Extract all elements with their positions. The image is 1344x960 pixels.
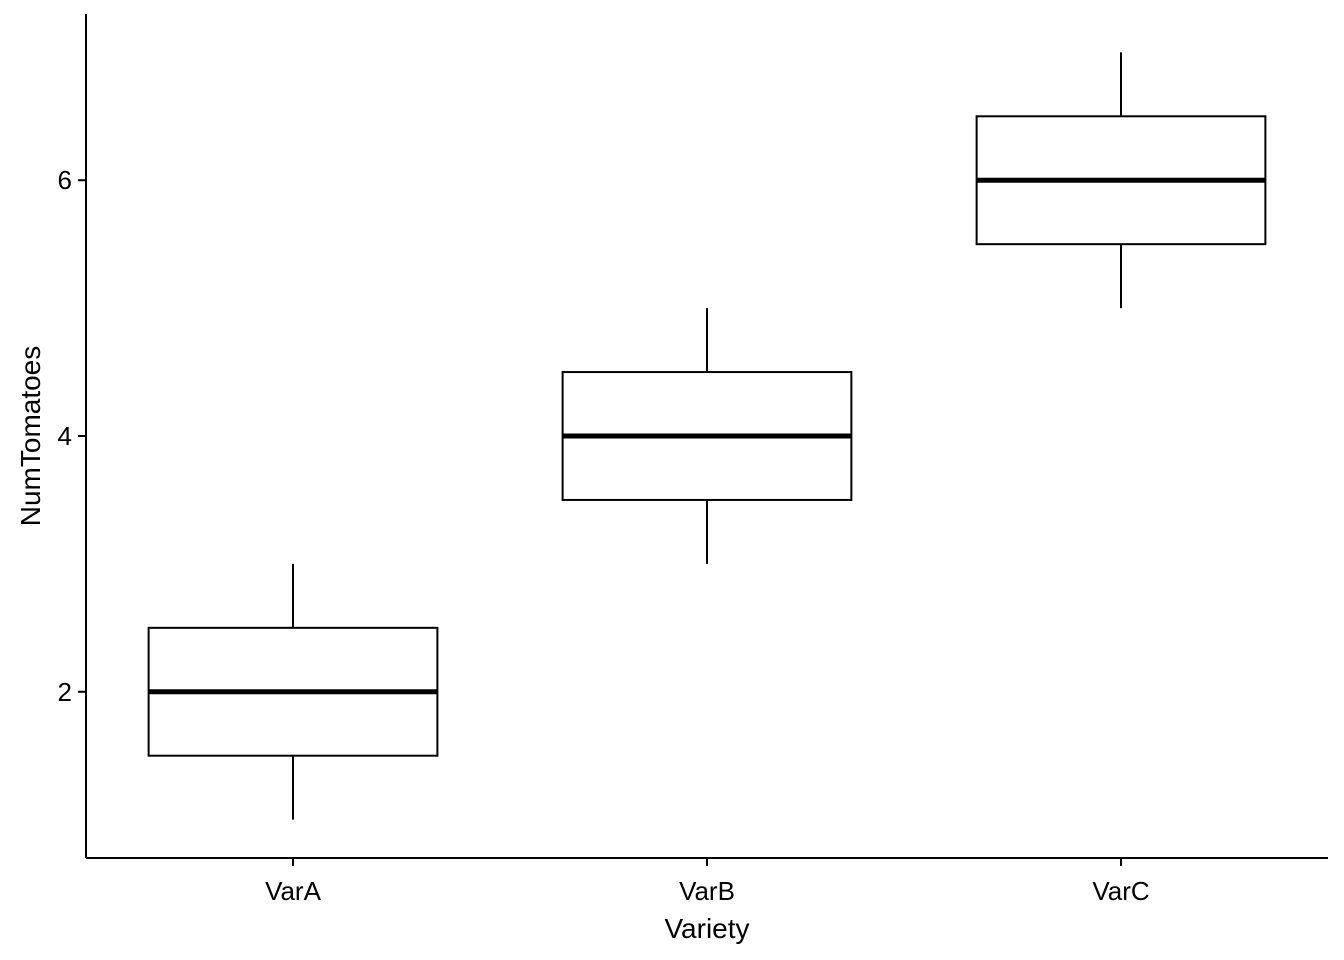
box-vara	[147, 563, 439, 820]
y-axis-title: NumTomatoes	[15, 346, 46, 527]
y-axis-ticks: 2 4 6	[58, 165, 86, 707]
box-varb	[561, 308, 853, 564]
x-axis-title: Variety	[664, 913, 749, 944]
x-tick-label: VarC	[1092, 876, 1149, 906]
y-tick-label: 6	[58, 165, 72, 195]
x-tick-label: VarB	[679, 876, 735, 906]
box-varc	[975, 52, 1267, 309]
plot-area	[147, 52, 1267, 820]
y-tick-label: 2	[58, 677, 72, 707]
x-axis-ticks: VarA VarB VarC	[265, 858, 1150, 906]
y-tick-label: 4	[58, 421, 72, 451]
x-tick-label: VarA	[265, 876, 322, 906]
